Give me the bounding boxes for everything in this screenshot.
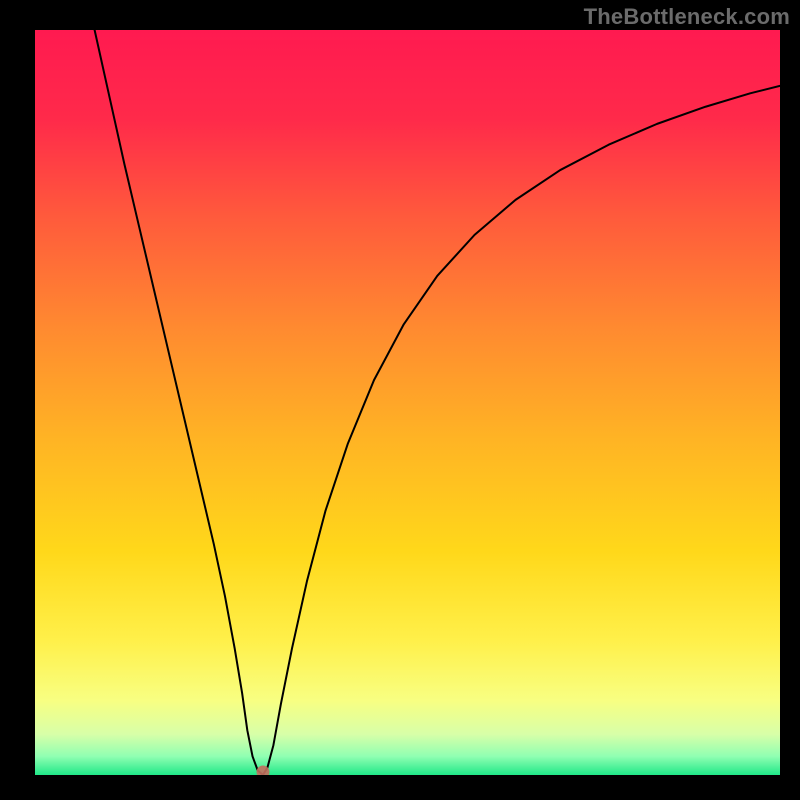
plot-svg <box>35 30 780 775</box>
plot-area <box>35 30 780 775</box>
gradient-background <box>35 30 780 775</box>
watermark-text: TheBottleneck.com <box>584 4 790 30</box>
chart-frame: TheBottleneck.com <box>0 0 800 800</box>
